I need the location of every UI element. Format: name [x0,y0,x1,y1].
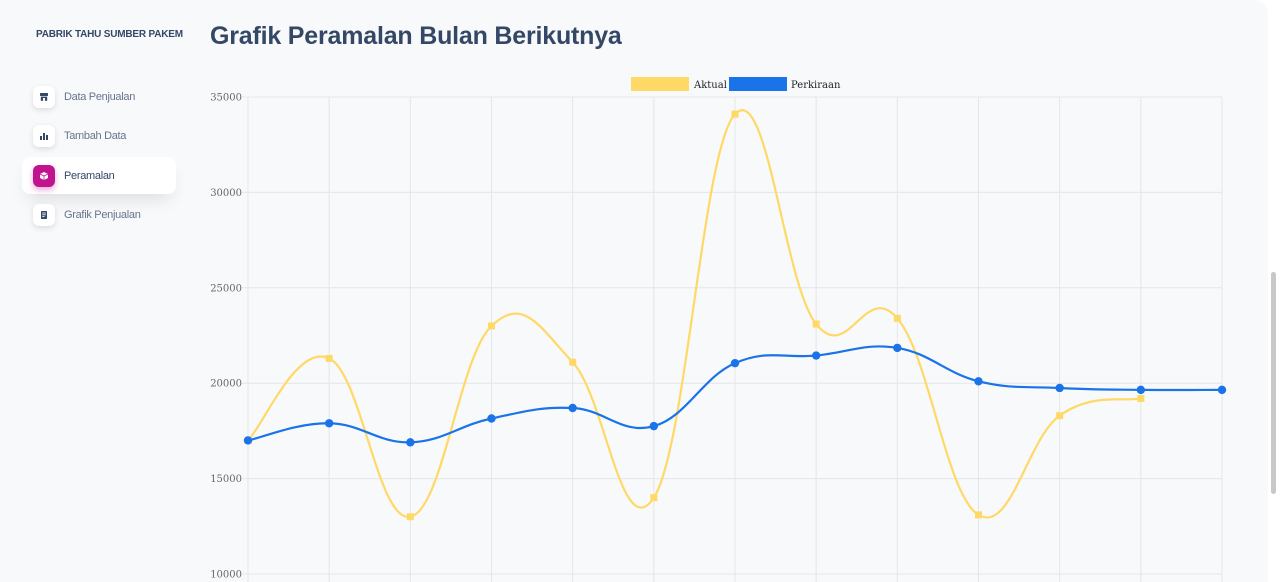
data-point-perkiraan [811,351,821,360]
data-point-aktual [812,320,820,328]
sidebar-item-tambah-data[interactable]: Tambah Data [22,118,176,155]
data-point-aktual [488,322,495,330]
box-icon [33,164,55,187]
series-line-aktual [247,109,1142,519]
y-tick-label: 10000 [210,570,242,581]
legend-label-perkiraan: Perkiraan [791,80,841,91]
data-point-aktual [731,110,739,118]
data-point-perkiraan [324,419,334,428]
data-point-perkiraan [243,436,253,445]
data-point-perkiraan [1055,383,1064,393]
sidebar-item-label: Tambah Data [64,130,127,142]
sidebar-nav: Data Penjualan Tambah Data Peramalan [22,78,176,236]
y-tick-label: 30000 [210,188,242,199]
bar-chart-icon [33,125,55,147]
y-tick-label: 35000 [210,93,242,104]
vertical-scrollbar[interactable] [1268,0,1280,582]
data-point-perkiraan [1136,385,1146,395]
data-point-aktual [893,314,901,322]
brand-title: PABRIK TAHU SUMBER PAKEM [36,29,183,40]
y-tick-label: 25000 [210,283,242,294]
legend-swatch-aktual [631,77,689,91]
legend-swatch-perkiraan [729,77,787,91]
sidebar-item-data-penjualan[interactable]: Data Penjualan [22,78,176,115]
sidebar-item-label: Peramalan [64,169,115,182]
sidebar-item-label: Grafik Penjualan [64,209,141,221]
data-point-perkiraan [730,358,740,368]
data-point-perkiraan [487,414,496,423]
data-point-aktual [1137,394,1145,402]
data-point-perkiraan [649,421,659,431]
data-point-perkiraan [568,403,577,413]
data-point-aktual [975,511,982,519]
data-point-perkiraan [974,377,983,386]
sidebar-item-label: Data Penjualan [64,90,136,103]
store-icon [33,85,55,108]
data-point-aktual [406,513,414,521]
sidebar-item-peramalan[interactable]: Peramalan [22,157,176,194]
sidebar-item-grafik-penjualan[interactable]: Grafik Penjualan [22,197,176,234]
page-title: Grafik Peramalan Bulan Berikutnya [210,22,622,50]
data-point-perkiraan [1217,385,1227,395]
legend-label-aktual: Aktual [693,80,727,91]
y-tick-label: 15000 [210,474,242,485]
data-point-perkiraan [893,343,902,353]
data-point-aktual [1056,412,1064,420]
document-icon [33,204,55,226]
data-point-aktual [650,494,658,502]
data-point-aktual [569,358,577,366]
scrollbar-thumb[interactable] [1271,272,1276,494]
data-point-aktual [325,354,333,362]
y-tick-label: 20000 [210,379,242,390]
data-point-perkiraan [406,438,415,447]
